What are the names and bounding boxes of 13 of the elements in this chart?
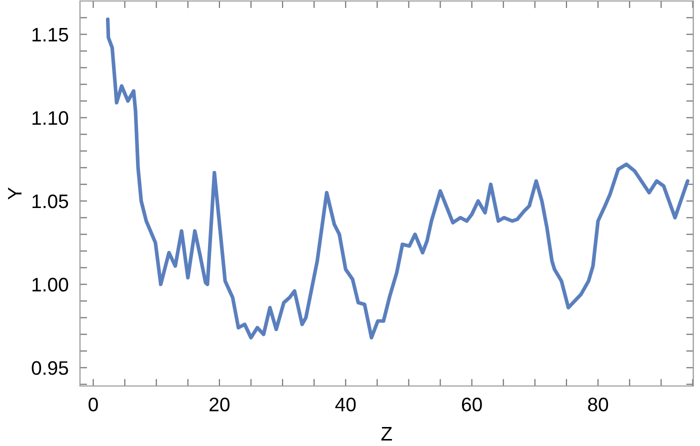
x-tick-label: 0 (88, 398, 98, 412)
y-tick-label: 1.05 (32, 194, 68, 208)
x-tick-label: 80 (588, 398, 608, 412)
y-axis-title: Y (8, 187, 22, 200)
x-tick-label: 20 (210, 398, 230, 412)
y-tick-label: 0.95 (32, 361, 68, 375)
line-series (106, 18, 690, 340)
x-axis-title: Z (381, 427, 392, 440)
y-tick-label: 1.15 (32, 28, 68, 42)
x-tick-label: 60 (462, 398, 482, 412)
x-tick-label: 40 (335, 398, 356, 412)
y-tick-label: 1.00 (32, 278, 68, 292)
y-tick-label: 1.10 (32, 111, 68, 125)
